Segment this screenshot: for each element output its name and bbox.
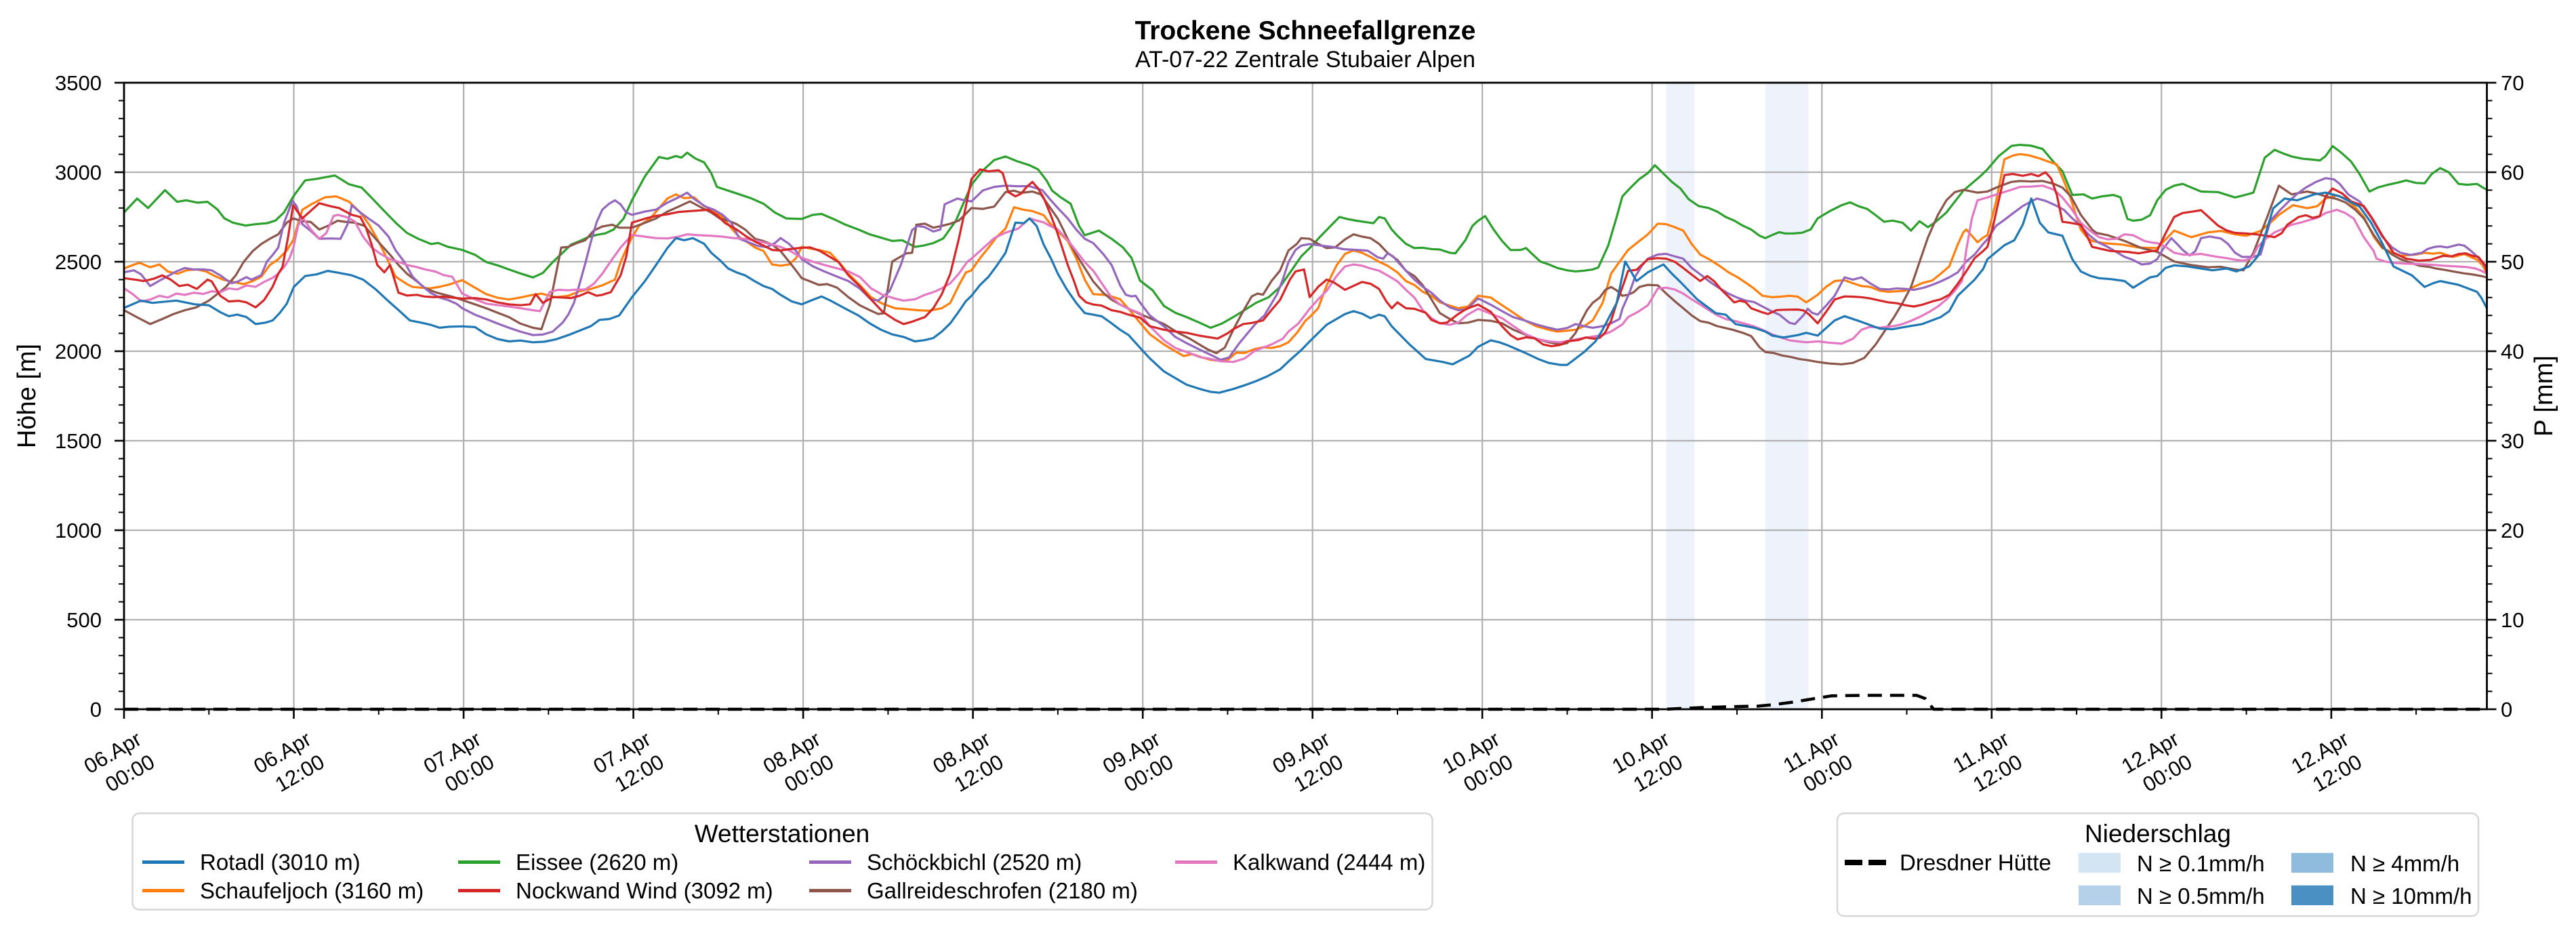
svg-text:60: 60 <box>2501 161 2524 184</box>
svg-text:AT-07-22 Zentrale Stubaier Alp: AT-07-22 Zentrale Stubaier Alpen <box>1135 47 1475 73</box>
svg-text:3500: 3500 <box>55 71 102 95</box>
svg-text:3000: 3000 <box>55 161 102 184</box>
svg-text:20: 20 <box>2501 519 2524 542</box>
svg-text:70: 70 <box>2501 71 2524 95</box>
svg-text:N ≥ 10mm/h: N ≥ 10mm/h <box>2350 884 2472 909</box>
svg-text:50: 50 <box>2501 250 2524 274</box>
svg-text:Dresdner Hütte: Dresdner Hütte <box>1900 850 2051 875</box>
svg-text:0: 0 <box>90 698 102 721</box>
svg-text:Eissee (2620 m): Eissee (2620 m) <box>516 850 678 875</box>
svg-text:2000: 2000 <box>55 340 102 363</box>
svg-text:1500: 1500 <box>55 429 102 453</box>
svg-text:N ≥ 0.5mm/h: N ≥ 0.5mm/h <box>2137 884 2265 909</box>
svg-text:30: 30 <box>2501 429 2524 453</box>
svg-text:2500: 2500 <box>55 250 102 274</box>
svg-text:Höhe [m]: Höhe [m] <box>13 344 41 448</box>
svg-text:Nockwand Wind (3092 m): Nockwand Wind (3092 m) <box>516 878 773 903</box>
svg-text:40: 40 <box>2501 340 2524 363</box>
svg-text:N ≥ 4mm/h: N ≥ 4mm/h <box>2350 851 2459 876</box>
svg-text:Schaufeljoch (3160 m): Schaufeljoch (3160 m) <box>200 878 424 903</box>
svg-text:Gallreideschrofen (2180 m): Gallreideschrofen (2180 m) <box>867 878 1138 903</box>
svg-text:P [mm]: P [mm] <box>2530 355 2558 437</box>
svg-text:0: 0 <box>2501 698 2512 721</box>
svg-text:Trockene Schneefallgrenze: Trockene Schneefallgrenze <box>1135 16 1476 45</box>
svg-text:500: 500 <box>66 608 102 632</box>
svg-text:N ≥ 0.1mm/h: N ≥ 0.1mm/h <box>2137 851 2265 876</box>
svg-text:Niederschlag: Niederschlag <box>2085 820 2231 848</box>
svg-text:Kalkwand (2444 m): Kalkwand (2444 m) <box>1233 850 1425 875</box>
svg-text:Wetterstationen: Wetterstationen <box>695 820 870 848</box>
svg-text:Rotadl (3010 m): Rotadl (3010 m) <box>200 850 361 875</box>
svg-text:10: 10 <box>2501 608 2524 632</box>
svg-text:1000: 1000 <box>55 519 102 542</box>
svg-text:Schöckbichl (2520 m): Schöckbichl (2520 m) <box>867 850 1082 875</box>
